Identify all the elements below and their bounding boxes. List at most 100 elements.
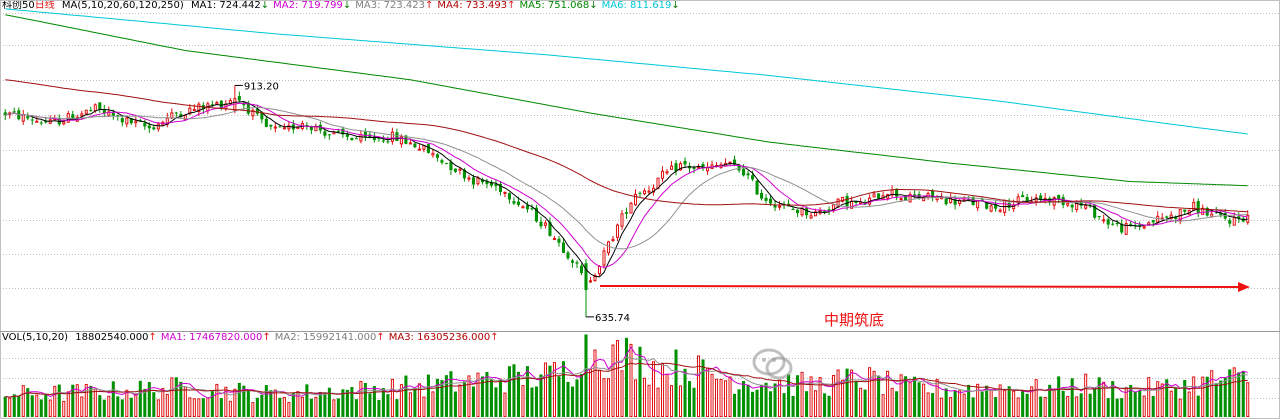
candle-down [760, 192, 764, 199]
volume-bar-down [1219, 380, 1223, 417]
candle-up [1124, 223, 1128, 235]
volume-bar-up [976, 383, 980, 418]
volume-bar-down [1097, 377, 1101, 417]
volume-bar-down [1093, 388, 1097, 417]
candle-down [773, 204, 777, 208]
volume-bar-down [683, 368, 687, 417]
candle-down [341, 128, 345, 135]
vol-legend-item-1: 18802540.000↑ [75, 332, 157, 343]
volume-bar-up [1012, 390, 1016, 418]
volume-bar-down [1106, 398, 1110, 417]
volume-bar-down [746, 384, 750, 417]
volume-bar-up [1169, 390, 1173, 418]
volume-bar-down [1088, 393, 1092, 417]
ma5-line [5, 14, 1248, 187]
volume-bar-down [796, 375, 800, 417]
candle-down [323, 131, 327, 136]
candle-down [44, 120, 48, 123]
volume-bar-down [323, 392, 327, 417]
candle-up [134, 120, 138, 124]
candle-down [1039, 195, 1043, 200]
candle-up [1147, 222, 1151, 226]
volume-bar-up [890, 387, 894, 418]
candle-up [1084, 205, 1088, 209]
volume-bar-up [1016, 397, 1020, 418]
volume-bar-down [291, 392, 295, 417]
candle-down [152, 127, 156, 130]
candle-down [827, 209, 831, 211]
volume-bar-up [859, 387, 863, 418]
candle-up [620, 213, 624, 227]
candle-down [742, 168, 746, 176]
candle-down [845, 196, 849, 207]
volume-bar-up [809, 376, 813, 418]
candle-up [696, 166, 701, 169]
volume-bar-up [597, 369, 602, 418]
candle-down [1196, 201, 1200, 213]
volume-bar-up [390, 378, 394, 417]
volume-bar-up [1043, 396, 1047, 417]
candle-up [615, 224, 620, 238]
volume-bar-down [1183, 379, 1187, 417]
candle-down [219, 100, 223, 108]
volume-bar-down [255, 397, 259, 417]
volume-bar-up [1178, 398, 1182, 417]
candle-down [1025, 197, 1029, 202]
annotation-text: 中期筑底 [824, 311, 884, 329]
volume-bar-down [372, 386, 376, 417]
candle-down [404, 135, 408, 144]
volume-bar-up [886, 370, 890, 417]
volume-bar-up [818, 377, 822, 418]
candle-down [354, 138, 358, 140]
candle-down [485, 180, 489, 185]
candle-down [386, 141, 390, 143]
volume-bar-down [1057, 376, 1061, 417]
volume-bar-down [305, 384, 309, 417]
volume-bar-up [165, 393, 169, 417]
candle-up [84, 109, 88, 114]
candle-down [372, 136, 376, 141]
volume-bar-down [350, 387, 354, 417]
index-name: 科创50 [2, 0, 35, 11]
volume-bar-down [791, 395, 795, 417]
volume-bar-down [449, 371, 453, 417]
candle-down [579, 265, 584, 273]
candle-down [638, 192, 642, 194]
watermark [752, 342, 804, 386]
candle-up [215, 102, 219, 105]
volume-bar-up [620, 370, 624, 418]
volume-bar-down [174, 377, 178, 417]
candle-up [976, 200, 980, 209]
volume-bar-up [1232, 367, 1236, 418]
volume-bar-down [1061, 390, 1065, 417]
candle-down [994, 204, 998, 209]
volume-bar-up [706, 367, 710, 418]
volume-bar-up [282, 397, 286, 417]
volume-bar-down [692, 387, 696, 417]
volume-bar-down [269, 390, 273, 417]
volume-bar-up [35, 394, 39, 418]
candle-up [287, 125, 291, 130]
candle-down [278, 126, 282, 128]
volume-bar-down [787, 374, 791, 417]
ma-legend-items: MA1: 724.442↓ MA2: 719.799↓ MA3: 723.423↑ M… [191, 0, 684, 11]
volume-bar-down [210, 391, 214, 417]
candle-up [543, 222, 547, 226]
volume-bar-up [183, 386, 187, 417]
volume-bar-up [1084, 373, 1088, 417]
candle-up [1156, 215, 1160, 223]
candle-down [71, 114, 75, 120]
volume-bar-down [129, 397, 133, 417]
candle-down [264, 118, 268, 127]
chart-labels: 913.20 635.74 中期筑底 [234, 81, 1250, 329]
volume-bar-down [557, 376, 561, 417]
volume-bar-down [480, 376, 484, 417]
candle-down [480, 179, 484, 183]
volume-bar-down [1241, 370, 1245, 417]
candle-up [62, 121, 66, 125]
period-label: 日线 [34, 0, 55, 11]
volume-bar-up [611, 344, 615, 418]
ma-legend-trend-arrow-icon: ↑ [507, 0, 516, 11]
candle-up [251, 109, 255, 117]
volume-bar-up [1003, 390, 1007, 417]
